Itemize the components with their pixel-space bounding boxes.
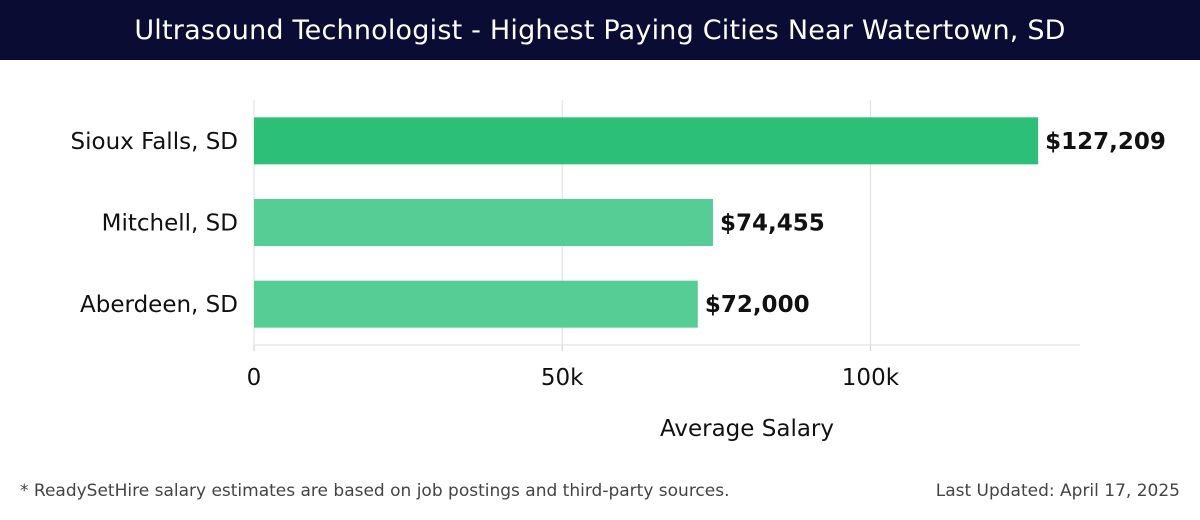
bar (254, 199, 713, 246)
value-label: $72,000 (705, 292, 810, 318)
x-tick-label: 100k (842, 365, 900, 391)
bar (254, 117, 1039, 165)
x-tick-label: 50k (541, 365, 584, 391)
last-updated: Last Updated: April 17, 2025 (935, 481, 1180, 501)
category-label: Aberdeen, SD (80, 292, 238, 318)
footer-note: * ReadySetHire salary estimates are base… (20, 481, 730, 501)
x-tick-label: 0 (247, 365, 262, 391)
value-label: $74,455 (720, 211, 825, 237)
x-axis-label: Average Salary (660, 416, 834, 442)
chart-title: Ultrasound Technologist - Highest Paying… (134, 14, 1066, 46)
category-label: Sioux Falls, SD (71, 129, 238, 155)
bar (254, 280, 698, 328)
category-label: Mitchell, SD (102, 211, 238, 237)
chart-header: Ultrasound Technologist - Highest Paying… (0, 0, 1200, 60)
salary-bar-chart: Sioux Falls, SD $127,209 Mitchell, SD $74,4… (71, 100, 1166, 442)
value-label: $127,209 (1045, 129, 1166, 155)
